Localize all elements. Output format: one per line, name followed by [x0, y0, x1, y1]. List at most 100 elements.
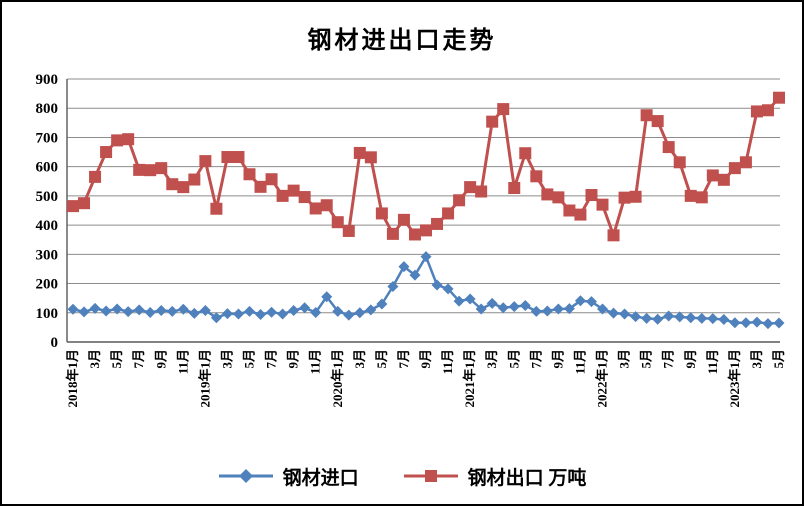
imports-data-point: [508, 301, 520, 313]
exports-data-point: [232, 151, 245, 164]
imports-data-point: [585, 296, 597, 308]
exports-data-point: [67, 200, 79, 213]
x-axis-tick-label: 2020年1月: [330, 349, 345, 408]
imports-data-point: [552, 303, 564, 315]
exports-data-point: [453, 194, 466, 207]
exports-data-point: [475, 185, 488, 198]
imports-data-point: [574, 295, 586, 307]
imports-data-point: [762, 318, 774, 330]
imports-data-point: [497, 302, 509, 314]
imports-data-point: [442, 283, 454, 295]
exports-data-point: [420, 224, 432, 237]
x-axis-tick-label: 2018年1月: [65, 349, 80, 408]
exports-data-point: [320, 199, 333, 212]
exports-data-point: [574, 208, 587, 221]
x-axis-tick-label: 11月: [440, 349, 455, 374]
exports-data-point: [155, 162, 168, 175]
exports-data-point: [188, 173, 201, 186]
exports-data-point: [177, 181, 190, 194]
x-axis-tick-label: 7月: [661, 349, 676, 369]
y-axis-tick-label: 600: [36, 160, 59, 176]
imports-data-point: [155, 304, 167, 316]
exports-data-point: [442, 207, 455, 220]
x-axis-tick-label: 11月: [705, 349, 720, 374]
exports-data-point: [607, 229, 620, 242]
exports-data-point: [111, 134, 124, 147]
exports-data-point: [750, 105, 763, 118]
imports-data-point: [420, 251, 432, 263]
imports-data-point: [519, 299, 531, 311]
y-axis-tick-label: 900: [36, 72, 59, 88]
imports-data-point: [266, 306, 278, 318]
legend-item-exports: 钢材出口 万吨: [403, 463, 586, 490]
exports-data-point: [530, 170, 543, 183]
y-axis-tick-label: 800: [36, 101, 59, 117]
exports-data-point: [629, 190, 642, 203]
exports-data-point: [684, 189, 697, 202]
imports-data-point: [354, 307, 366, 319]
x-axis-tick-label: 7月: [528, 349, 543, 369]
exports-data-point: [486, 115, 499, 128]
imports-data-point: [221, 308, 233, 320]
x-axis-tick-label: 5月: [639, 349, 654, 369]
imports-data-point: [597, 303, 608, 315]
x-axis-tick-label: 2023年1月: [727, 349, 742, 408]
exports-data-point: [375, 207, 388, 220]
imports-data-point: [740, 317, 752, 329]
imports-data-point: [387, 280, 399, 292]
x-axis-tick-label: 5月: [109, 349, 124, 369]
imports-data-point: [288, 304, 300, 316]
imports-data-point: [486, 297, 498, 309]
exports-data-point: [100, 146, 113, 159]
x-axis-tick-label: 3月: [352, 349, 367, 369]
exports-data-point: [298, 191, 311, 204]
chart-title: 钢材进出口走势: [307, 28, 497, 54]
x-axis-tick-label: 5月: [506, 349, 521, 369]
imports-data-point: [608, 307, 620, 319]
imports-data-point: [685, 312, 697, 324]
imports-data-point: [773, 317, 785, 329]
imports-data-point: [144, 306, 156, 318]
imports-data-point: [89, 302, 101, 314]
x-axis-tick-label: 3月: [484, 349, 499, 369]
exports-data-point: [695, 191, 708, 204]
exports-data-point: [386, 227, 399, 240]
exports-data-point: [773, 91, 785, 104]
imports-data-point: [663, 310, 675, 322]
imports-data-point: [563, 303, 575, 315]
exports-data-point: [739, 156, 752, 169]
exports-data-point: [353, 146, 366, 159]
exports-data-point: [431, 217, 444, 230]
exports-data-point: [397, 213, 410, 226]
y-axis-tick-label: 400: [36, 218, 59, 234]
legend-label-imports: 钢材进口: [282, 467, 359, 489]
legend-item-imports: 钢材进口: [218, 463, 359, 490]
exports-data-point: [331, 216, 344, 229]
exports-data-point: [89, 170, 102, 183]
exports-data-point: [408, 228, 421, 241]
exports-data-point: [640, 109, 653, 122]
exports-data-point: [508, 181, 521, 194]
x-axis-tick-label: 5月: [771, 349, 786, 369]
imports-data-point: [78, 306, 90, 318]
exports-data-point: [199, 155, 212, 168]
x-axis-tick-label: 9月: [550, 349, 565, 369]
x-axis-tick-label: 2019年1月: [197, 349, 212, 408]
exports-data-point: [541, 188, 554, 201]
imports-data-point: [641, 312, 653, 324]
exports-data-point: [717, 173, 730, 186]
exports-data-point: [364, 151, 377, 164]
imports-data-point: [751, 316, 763, 328]
series-line-imports: [72, 255, 780, 325]
imports-data-point: [343, 309, 355, 321]
exports-data-point: [243, 168, 256, 181]
x-axis-tick-label: 11月: [175, 349, 190, 374]
imports-data-point: [729, 317, 741, 329]
imports-data-point: [475, 303, 487, 315]
exports-data-point: [78, 197, 91, 210]
x-axis-tick-label: 9月: [286, 349, 301, 369]
x-axis-tick-label: 3月: [749, 349, 764, 369]
exports-data-point: [651, 115, 664, 128]
exports-data-point: [287, 184, 300, 197]
exports-data-point: [519, 147, 532, 160]
